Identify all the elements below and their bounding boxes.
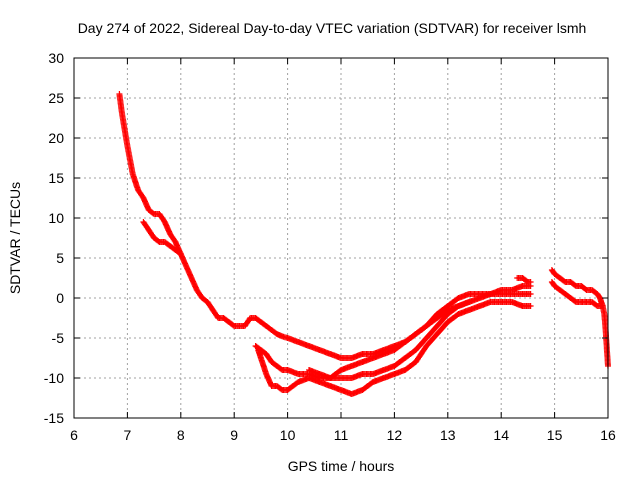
y-tick-label: 5 — [56, 250, 64, 266]
series-lower-branch-b — [252, 283, 534, 381]
x-tick-label: 15 — [547, 427, 563, 443]
series-tail-14-5h — [514, 275, 534, 285]
y-tick-label: 15 — [48, 170, 64, 186]
data-point — [527, 303, 534, 309]
data-point — [527, 279, 534, 285]
x-tick-label: 16 — [600, 427, 616, 443]
data-points — [116, 91, 611, 397]
x-tick-label: 9 — [230, 427, 238, 443]
x-tick-label: 10 — [280, 427, 296, 443]
series-right-segment-lower — [548, 279, 606, 309]
x-tick-label: 6 — [70, 427, 78, 443]
x-tick-label: 12 — [387, 427, 403, 443]
y-tick-label: -5 — [52, 330, 65, 346]
y-tick-label: 30 — [48, 50, 64, 66]
y-tick-label: -10 — [44, 370, 64, 386]
series-right-segment — [548, 267, 611, 369]
y-tick-label: 25 — [48, 90, 64, 106]
data-point — [177, 251, 184, 257]
data-point — [466, 299, 473, 305]
x-tick-label: 8 — [177, 427, 185, 443]
data-point — [527, 291, 534, 297]
y-axis-label: SDTVAR / TECUs — [7, 182, 23, 294]
x-tick-label: 11 — [334, 427, 349, 443]
x-tick-label: 13 — [440, 427, 456, 443]
y-tick-label: 0 — [56, 290, 64, 306]
axis-ticks: 6 7 8 9 10 11 12 13 14 15 16 -15 -10 -5 0 5 10 15 20 25 30 — [44, 50, 616, 443]
series-lower-branch-c — [306, 299, 473, 381]
chart-title: Day 274 of 2022, Sidereal Day-to-day VTE… — [78, 20, 587, 36]
x-tick-label: 14 — [493, 427, 509, 443]
y-tick-label: -15 — [44, 410, 64, 426]
series-descent — [116, 91, 534, 361]
series-lower-branch-a — [140, 219, 534, 397]
x-tick-label: 7 — [124, 427, 132, 443]
x-axis-label: GPS time / hours — [288, 458, 395, 474]
data-point — [176, 250, 183, 257]
data-point — [599, 303, 606, 309]
grid — [74, 58, 608, 418]
y-tick-label: 20 — [48, 130, 64, 146]
y-tick-label: 10 — [48, 210, 64, 226]
